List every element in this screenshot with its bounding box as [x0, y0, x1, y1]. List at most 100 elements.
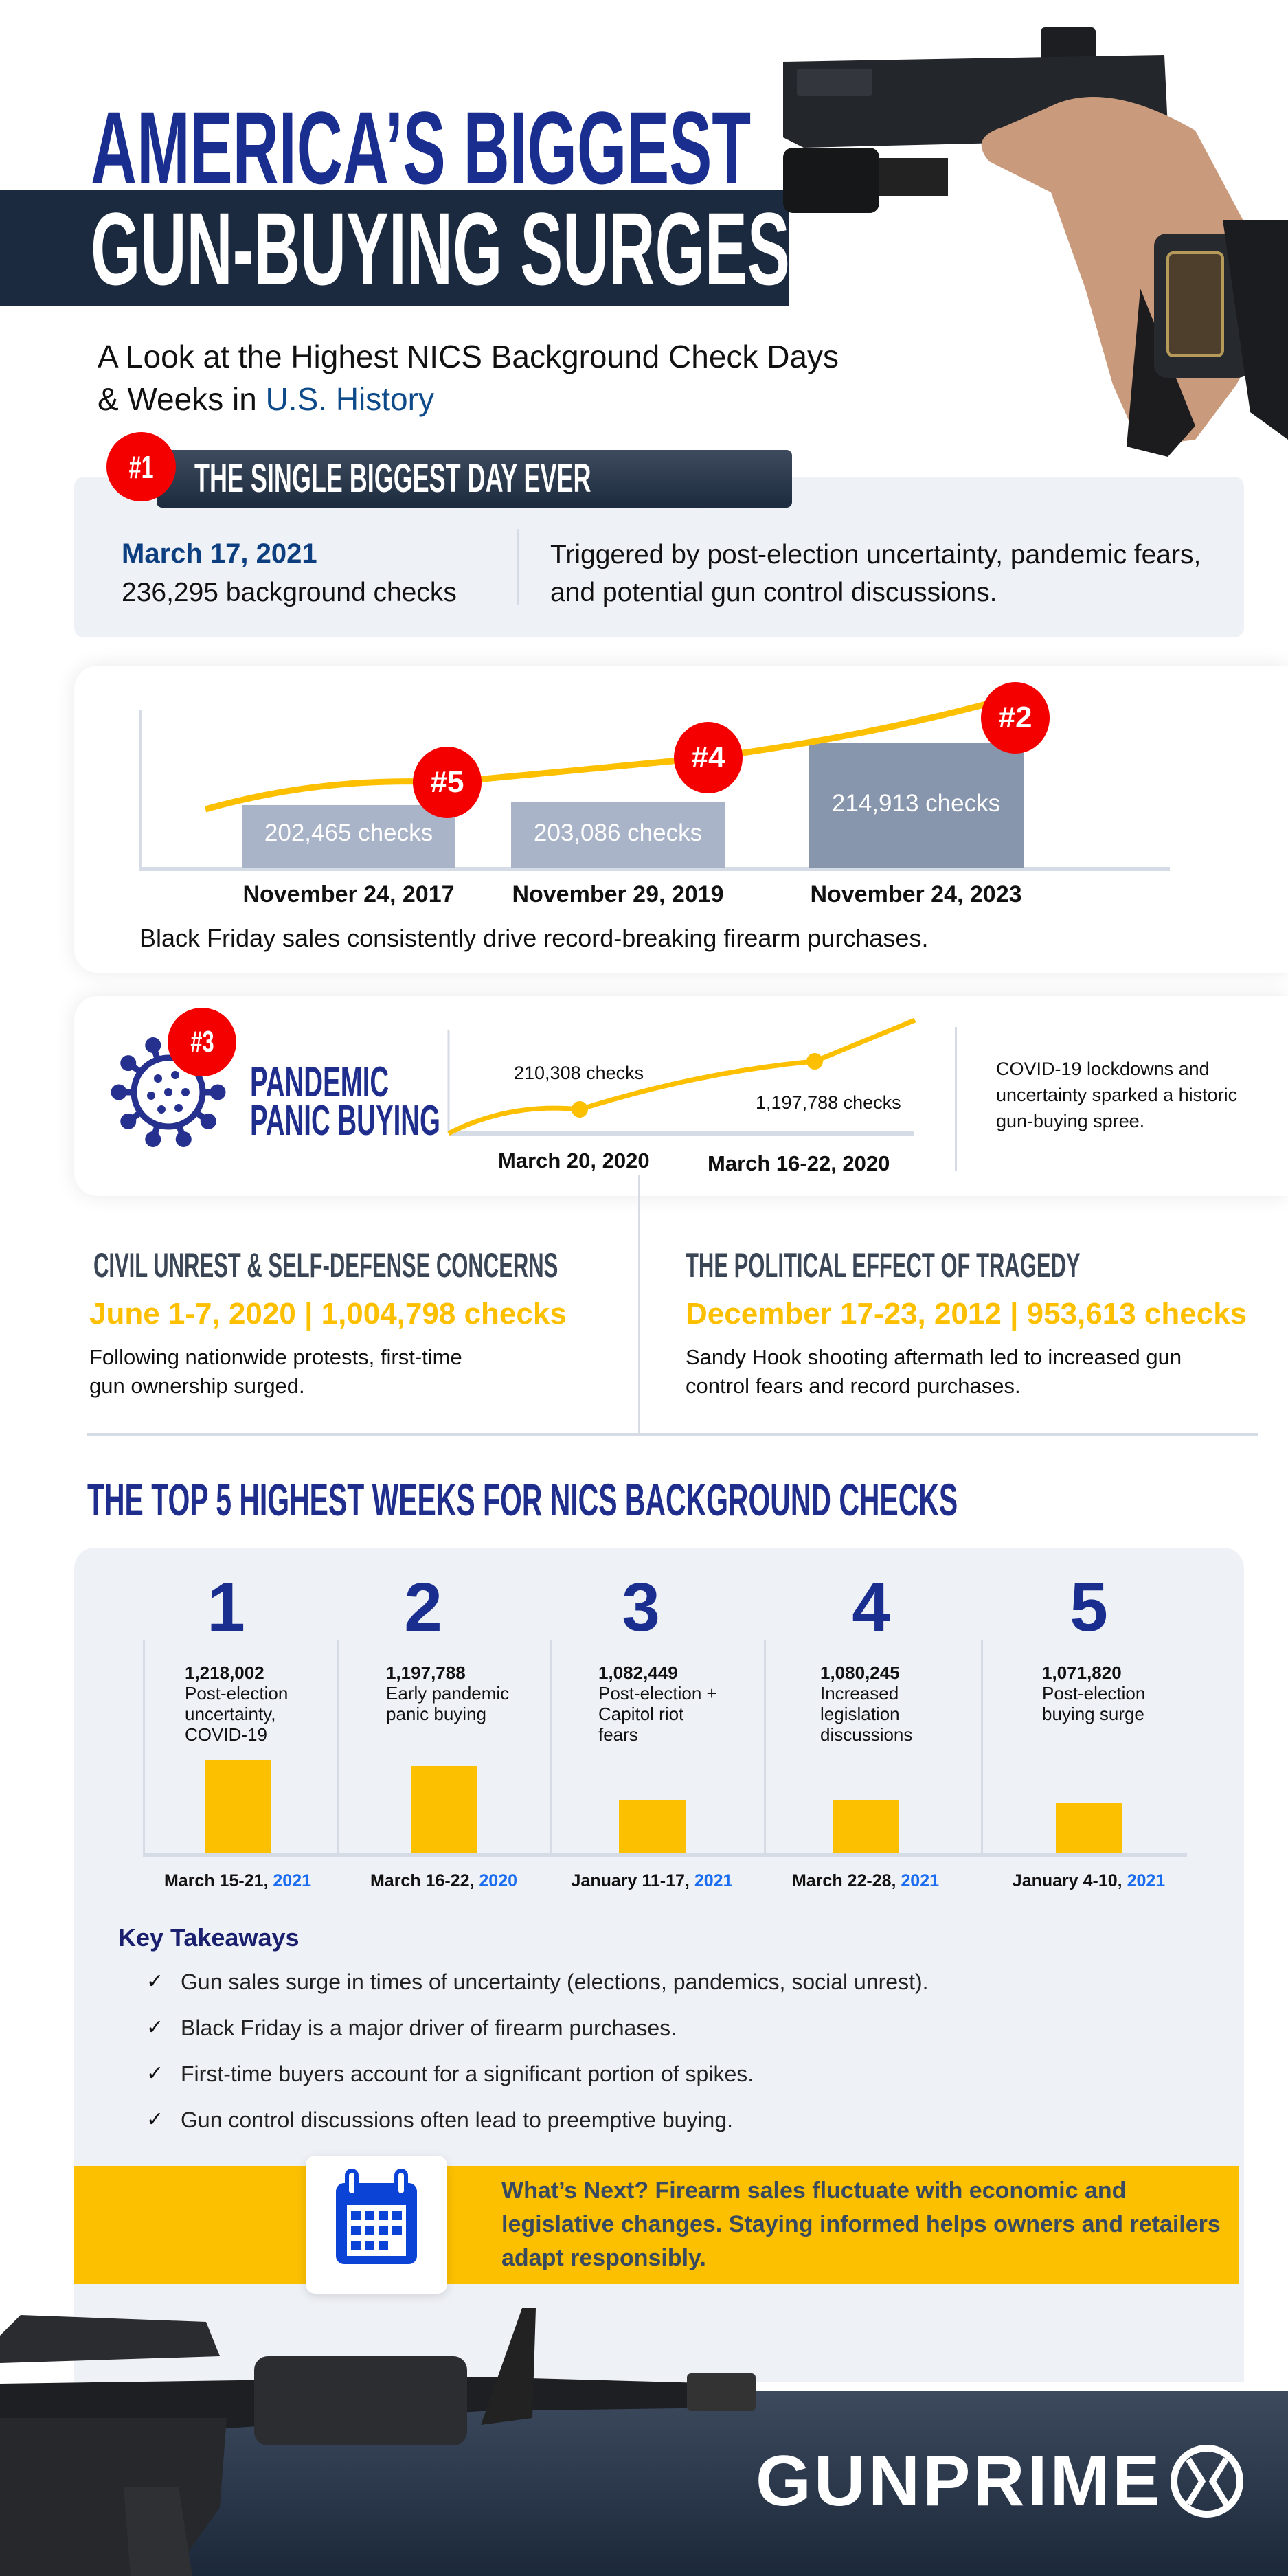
rifle-image: [0, 2308, 756, 2576]
point-label: 210,308 checks: [514, 1063, 644, 1083]
crosshair-logo-icon: [1171, 2445, 1243, 2518]
week-bar: [1056, 1803, 1122, 1853]
week-reason: Post-election uncertainty, COVID-19: [185, 1683, 289, 1745]
week-bar: [833, 1800, 899, 1853]
week-year: 2021: [694, 1871, 733, 1890]
biggest-day-heading-bar: THE SINGLE BIGGEST DAY EVER: [157, 450, 792, 508]
title-band: [0, 190, 789, 306]
week-bar: [411, 1765, 477, 1853]
x-axis: [143, 1853, 1187, 1857]
week-year: 2020: [479, 1871, 518, 1890]
black-friday-caption: Black Friday sales consistently drive re…: [139, 924, 929, 952]
tragedy-stat: December 17-23, 2012 | 953,613 checks: [686, 1297, 1247, 1331]
bar-value-label: 203,086 checks: [533, 820, 703, 846]
data-point: [572, 1101, 588, 1118]
point-date: March 16-22, 2020: [708, 1151, 890, 1175]
week-date-range: March 15-21,: [163, 1871, 273, 1890]
check-icon: ✓: [146, 2062, 164, 2085]
week-value: 1,197,788: [386, 1662, 466, 1683]
rank-badge-1: #1: [106, 432, 176, 501]
divider: [517, 529, 519, 605]
divider: [638, 1175, 640, 1434]
whats-next-text: What’s Next? Firearm sales fluctuate wit…: [501, 2178, 1221, 2271]
rank-badge-label: #5: [430, 765, 464, 799]
top5-heading: THE TOP 5 HIGHEST WEEKS FOR NICS BACKGRO…: [87, 1474, 958, 1525]
rank-badge-label: #4: [691, 741, 725, 774]
takeaways-title: Key Takeaways: [118, 1923, 300, 1952]
takeaway-item: First-time buyers account for a signific…: [181, 2061, 754, 2086]
civil-unrest-stat: June 1-7, 2020 | 1,004,798 checks: [89, 1297, 567, 1331]
pandemic-chart: [447, 1017, 916, 1136]
point-date: March 20, 2020: [498, 1149, 650, 1173]
week-reason: Early pandemic panic buying: [386, 1683, 510, 1724]
week-value: 1,082,449: [598, 1662, 678, 1683]
bar-date-label: November 24, 2023: [810, 881, 1022, 907]
bar-value-label: 214,913 checks: [831, 790, 1001, 817]
week-value: 1,080,245: [820, 1662, 900, 1683]
week-value: 1,218,002: [185, 1662, 264, 1683]
column-divider: [550, 1640, 552, 1855]
trend-line: [447, 1017, 916, 1136]
week-reason: Post-election buying surge: [1042, 1683, 1146, 1724]
biggest-day-checks: 236,295 background checks: [122, 578, 457, 607]
check-icon: ✓: [146, 2016, 164, 2039]
calendar-icon-box: [306, 2156, 447, 2294]
bar-date-label: November 29, 2019: [512, 881, 724, 907]
week-date: January 4-10, 2021: [979, 1871, 1199, 1891]
takeaway-item: Gun control discussions often lead to pr…: [181, 2108, 734, 2132]
data-point: [806, 1053, 823, 1070]
title-line-1: AMERICA’S BIGGEST: [91, 90, 752, 205]
subtitle: A Look at the Highest NICS Background Ch…: [98, 339, 839, 417]
week-year: 2021: [273, 1871, 312, 1890]
brand-logo: GUNPRIME: [756, 2441, 1163, 2521]
week-reason: Increased legislation discussions: [820, 1683, 913, 1745]
week-year: 2021: [1127, 1871, 1166, 1890]
rank-number: 4: [852, 1569, 890, 1646]
title-line-2: GUN-BUYING SURGES: [91, 191, 790, 306]
week-bar: [205, 1760, 271, 1853]
rank-badge-3: #3: [168, 1008, 236, 1076]
tragedy-heading: THE POLITICAL EFFECT OF TRAGEDY: [686, 1246, 1081, 1285]
pandemic-title: PANDEMIC PANIC BUYING: [250, 1059, 440, 1144]
takeaway-item: Black Friday is a major driver of firear…: [181, 2015, 677, 2040]
divider: [955, 1027, 957, 1171]
week-date-range: January 4-10,: [1012, 1871, 1127, 1890]
tragedy-description: Sandy Hook shooting aftermath led to inc…: [686, 1345, 1182, 1398]
pandemic-description: COVID-19 lockdowns and uncertainty spark…: [996, 1059, 1238, 1131]
calendar-icon: [336, 2169, 417, 2264]
handgun-image: [783, 27, 1288, 457]
column-divider: [981, 1640, 983, 1855]
rank-number: 1: [207, 1569, 245, 1646]
week-reason: Post-election + Capitol riot fears: [598, 1683, 717, 1745]
week-value: 1,071,820: [1042, 1662, 1122, 1683]
week-date: March 22-28, 2021: [756, 1871, 975, 1891]
point-label: 1,197,788 checks: [756, 1092, 901, 1113]
check-icon: ✓: [146, 1970, 164, 1993]
week-date-range: January 11-17,: [571, 1871, 694, 1890]
section-divider: [87, 1433, 1258, 1436]
pandemic-card: [74, 996, 1288, 1196]
week-date-range: March 16-22,: [370, 1871, 479, 1890]
week-date: March 16-22, 2020: [334, 1871, 554, 1891]
civil-unrest-heading: CIVIL UNREST & SELF-DEFENSE CONCERNS: [93, 1246, 558, 1285]
rank-number: 3: [622, 1569, 660, 1646]
week-date: January 11-17, 2021: [542, 1871, 762, 1891]
column-divider: [143, 1640, 145, 1855]
week-date-range: March 22-28,: [791, 1871, 901, 1890]
whats-next-banner: [74, 2166, 1239, 2284]
week-date: March 15-21, 2021: [128, 1871, 348, 1891]
week-bar: [619, 1799, 686, 1853]
biggest-day-date: March 17, 2021: [122, 539, 317, 569]
rank-number: 2: [404, 1569, 442, 1646]
check-icon: ✓: [146, 2108, 164, 2131]
column-divider: [764, 1640, 766, 1855]
week-year: 2021: [901, 1871, 940, 1890]
bar-value-label: 202,465 checks: [264, 820, 433, 846]
rank-badge-label: #2: [998, 701, 1032, 734]
biggest-day-description: Triggered by post-election uncertainty, …: [550, 540, 1201, 607]
civil-unrest-description: Following nationwide protests, first-tim…: [89, 1345, 462, 1398]
bar-date-label: November 24, 2017: [242, 881, 455, 907]
column-divider: [337, 1640, 339, 1855]
rank-number: 5: [1070, 1569, 1108, 1646]
takeaway-item: Gun sales surge in times of uncertainty …: [181, 1969, 929, 1994]
